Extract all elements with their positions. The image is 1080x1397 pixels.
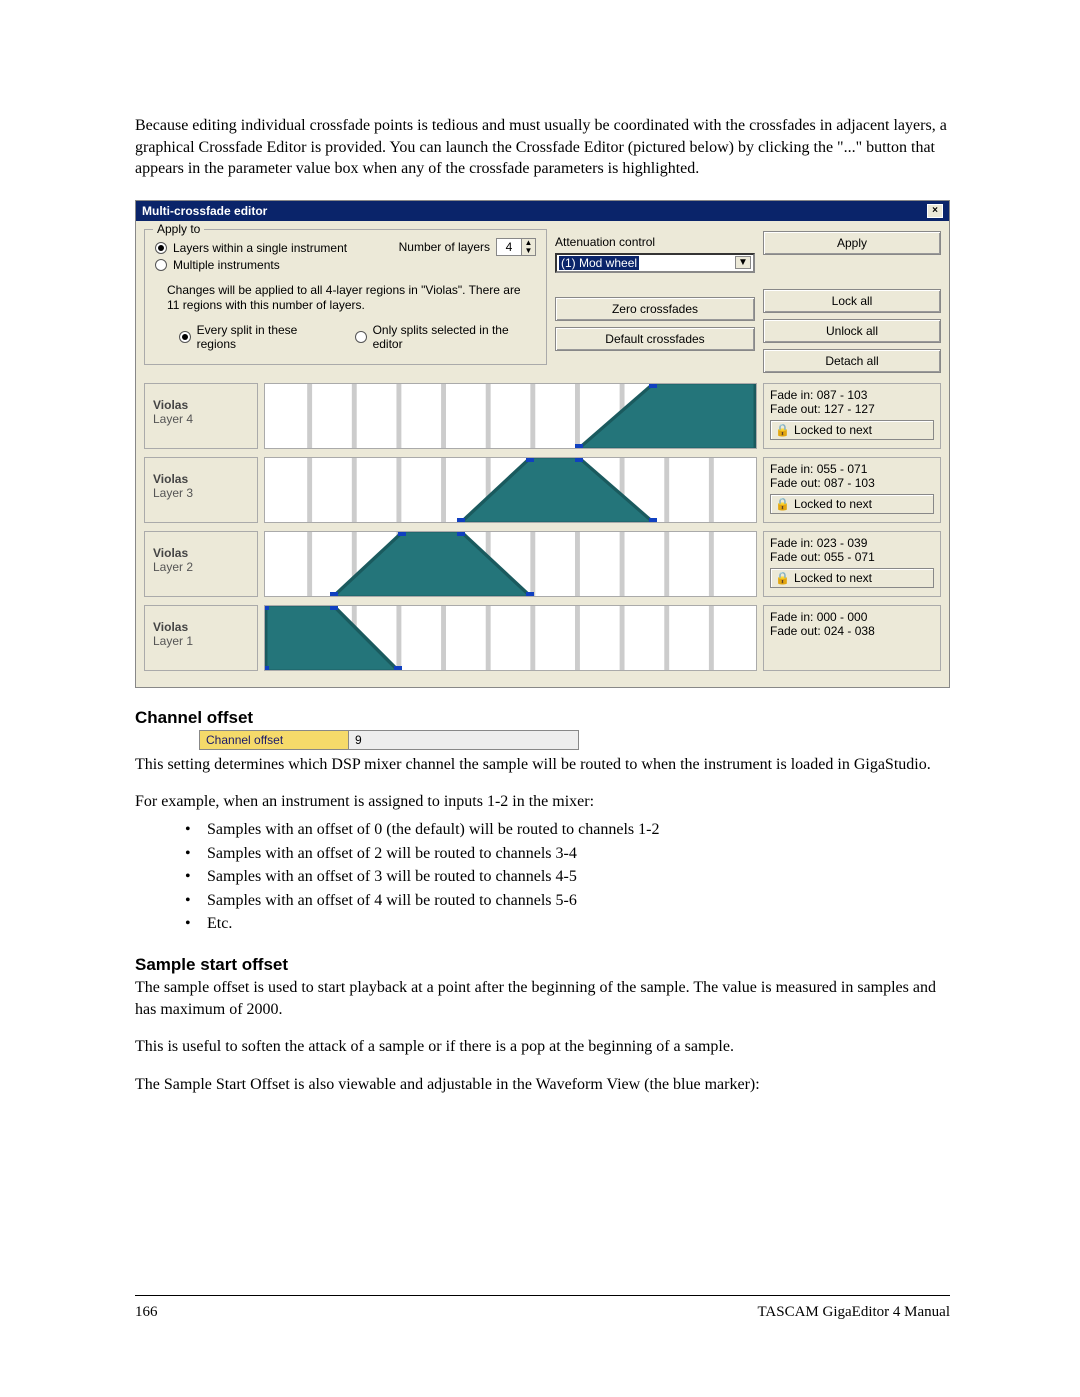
list-item: Samples with an offset of 2 will be rout…	[185, 843, 950, 865]
sample-start-p1: The sample offset is used to start playb…	[135, 977, 950, 1020]
layer-row: ViolasLayer 4 Fade in: 087 - 103Fade out:…	[144, 383, 941, 449]
layer-info: Fade in: 055 - 071Fade out: 087 - 103🔒Lo…	[763, 457, 941, 523]
crossfade-graph[interactable]	[264, 605, 757, 671]
crossfade-handle[interactable]	[330, 592, 338, 597]
detach-all-button[interactable]: Detach all	[763, 349, 941, 373]
channel-offset-bullets: Samples with an offset of 0 (the default…	[185, 819, 950, 935]
apply-to-fieldset: Apply to Layers within a single instrume…	[144, 229, 547, 365]
radio-every-split-label: Every split in these regions	[197, 323, 335, 351]
attenuation-label: Attenuation control	[555, 235, 755, 249]
num-layers-input[interactable]	[497, 239, 521, 255]
channel-offset-p2: For example, when an instrument is assig…	[135, 791, 950, 813]
layers-panel: ViolasLayer 4 Fade in: 087 - 103Fade out:…	[144, 383, 941, 671]
crossfade-handle[interactable]	[398, 531, 406, 536]
default-crossfades-button[interactable]: Default crossfades	[555, 327, 755, 351]
radio-multiple-label: Multiple instruments	[173, 258, 280, 272]
titlebar: Multi-crossfade editor ×	[136, 201, 949, 221]
radio-layers-single-label: Layers within a single instrument	[173, 241, 347, 255]
radio-every-split[interactable]	[179, 331, 191, 343]
intro-paragraph: Because editing individual crossfade poi…	[135, 115, 950, 180]
sample-start-p3: The Sample Start Offset is also viewable…	[135, 1074, 950, 1096]
locked-to-next-button[interactable]: 🔒Locked to next	[770, 420, 934, 440]
crossfade-handle[interactable]	[649, 518, 657, 523]
crossfade-editor-window: Multi-crossfade editor × Apply to Layers…	[135, 200, 950, 688]
crossfade-handle[interactable]	[575, 457, 583, 462]
layer-info: Fade in: 000 - 000Fade out: 024 - 038	[763, 605, 941, 671]
list-item: Samples with an offset of 0 (the default…	[185, 819, 950, 841]
locked-to-next-button[interactable]: 🔒Locked to next	[770, 568, 934, 588]
lock-all-button[interactable]: Lock all	[763, 289, 941, 313]
list-item: Samples with an offset of 3 will be rout…	[185, 866, 950, 888]
channel-offset-heading: Channel offset	[135, 708, 950, 728]
page-number: 166	[135, 1304, 158, 1321]
list-item: Samples with an offset of 4 will be rout…	[185, 890, 950, 912]
crossfade-graph[interactable]	[264, 457, 757, 523]
apply-to-legend: Apply to	[153, 222, 204, 236]
unlock-all-button[interactable]: Unlock all	[763, 319, 941, 343]
radio-only-selected[interactable]	[355, 331, 367, 343]
layer-info: Fade in: 087 - 103Fade out: 127 - 127🔒Lo…	[763, 383, 941, 449]
crossfade-handle[interactable]	[526, 592, 534, 597]
crossfade-handle[interactable]	[264, 666, 269, 671]
layer-info: Fade in: 023 - 039Fade out: 055 - 071🔒Lo…	[763, 531, 941, 597]
crossfade-graph[interactable]	[264, 531, 757, 597]
channel-offset-param: Channel offset 9	[199, 730, 950, 750]
apply-note: Changes will be applied to all 4-layer r…	[167, 283, 534, 314]
sample-start-p2: This is useful to soften the attack of a…	[135, 1036, 950, 1058]
crossfade-handle[interactable]	[575, 444, 583, 449]
spin-down-icon[interactable]: ▼	[521, 247, 535, 255]
crossfade-graph[interactable]	[264, 383, 757, 449]
crossfade-handle[interactable]	[264, 605, 269, 610]
layer-row: ViolasLayer 1 Fade in: 000 - 000Fade out:…	[144, 605, 941, 671]
list-item: Etc.	[185, 913, 950, 935]
crossfade-handle[interactable]	[394, 666, 402, 671]
channel-offset-param-label: Channel offset	[199, 730, 349, 750]
footer-rule	[135, 1295, 950, 1296]
footer-title: TASCAM GigaEditor 4 Manual	[757, 1304, 950, 1321]
zero-crossfades-button[interactable]: Zero crossfades	[555, 297, 755, 321]
chevron-down-icon[interactable]: ▼	[735, 256, 751, 269]
channel-offset-p1: This setting determines which DSP mixer …	[135, 754, 950, 776]
locked-to-next-button[interactable]: 🔒Locked to next	[770, 494, 934, 514]
radio-layers-single[interactable]	[155, 242, 167, 254]
attenuation-value: (1) Mod wheel	[559, 256, 639, 270]
crossfade-handle[interactable]	[526, 457, 534, 462]
window-title: Multi-crossfade editor	[142, 204, 267, 218]
apply-button[interactable]: Apply	[763, 231, 941, 255]
lock-icon: 🔒	[775, 423, 790, 437]
num-layers-stepper[interactable]: ▲ ▼	[496, 238, 536, 256]
radio-only-selected-label: Only splits selected in the editor	[373, 323, 536, 351]
crossfade-handle[interactable]	[457, 531, 465, 536]
attenuation-dropdown[interactable]: (1) Mod wheel ▼	[555, 253, 755, 273]
crossfade-handle[interactable]	[457, 518, 465, 523]
layer-label: ViolasLayer 1	[144, 605, 258, 671]
layer-label: ViolasLayer 2	[144, 531, 258, 597]
layer-label: ViolasLayer 3	[144, 457, 258, 523]
layer-label: ViolasLayer 4	[144, 383, 258, 449]
num-layers-label: Number of layers	[399, 240, 490, 254]
crossfade-handle[interactable]	[330, 605, 338, 610]
layer-row: ViolasLayer 2 Fade in: 023 - 039Fade out:…	[144, 531, 941, 597]
crossfade-handle[interactable]	[649, 383, 657, 388]
sample-start-heading: Sample start offset	[135, 955, 950, 975]
lock-icon: 🔒	[775, 571, 790, 585]
close-icon[interactable]: ×	[927, 204, 943, 218]
radio-multiple-instruments[interactable]	[155, 259, 167, 271]
layer-row: ViolasLayer 3 Fade in: 055 - 071Fade out:…	[144, 457, 941, 523]
channel-offset-param-value: 9	[349, 730, 579, 750]
lock-icon: 🔒	[775, 497, 790, 511]
